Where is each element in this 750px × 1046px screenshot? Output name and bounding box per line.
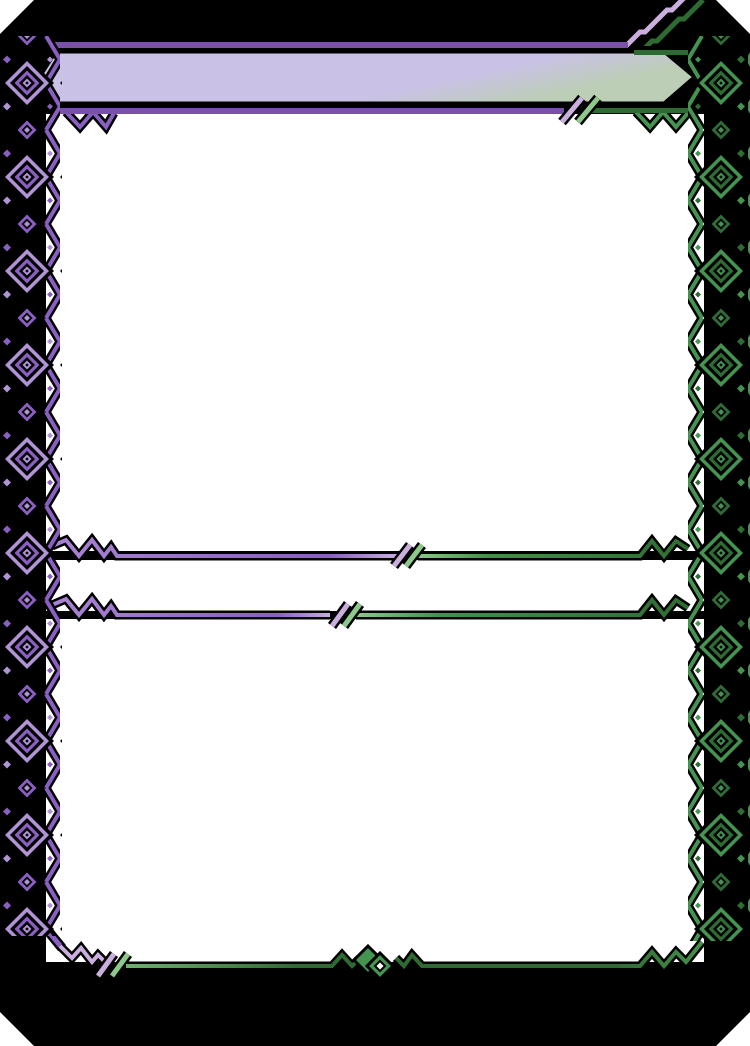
art-panel [46,114,704,551]
divider-bottom-color-break-slash [327,601,365,629]
title-bar-fill [38,50,697,105]
bottom-center-diamond [351,943,396,982]
left-border-pattern [0,36,62,936]
type-line-panel [46,560,704,611]
type-divider-top [50,532,691,570]
title-bar-bottom-line-purple [54,108,564,114]
divider-top-color-break-slash [390,541,426,570]
title-bar-color-break-slash [558,94,602,126]
title-bar [38,42,697,135]
bottom-line-color-break-slash [93,951,133,979]
corner-slash-purple [618,0,686,54]
title-bar-top-line-purple [54,42,628,48]
text-panel [46,619,704,962]
title-bar-top-line-green [634,50,690,55]
right-border-pattern [688,36,750,941]
corner-slash-green [631,0,705,62]
bottom-edge-line [40,922,706,982]
corner-slash-top-right [616,0,707,64]
type-divider-bottom [50,591,691,629]
title-bar-bottom-line-green [592,108,690,113]
